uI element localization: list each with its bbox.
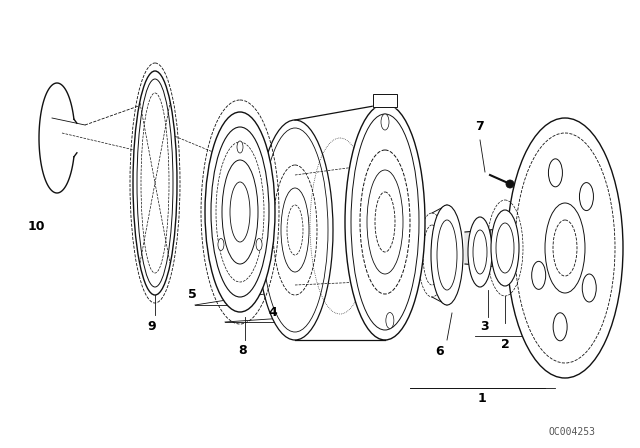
Ellipse shape: [237, 141, 243, 153]
Ellipse shape: [273, 165, 317, 295]
Ellipse shape: [375, 192, 395, 252]
Text: 7: 7: [475, 120, 484, 133]
Ellipse shape: [256, 238, 262, 250]
Text: 9: 9: [147, 320, 156, 333]
Text: 5: 5: [188, 288, 196, 301]
Ellipse shape: [468, 217, 492, 287]
Ellipse shape: [367, 170, 403, 274]
Ellipse shape: [553, 220, 577, 276]
Ellipse shape: [437, 220, 457, 290]
Ellipse shape: [345, 104, 425, 340]
Ellipse shape: [491, 210, 519, 286]
Ellipse shape: [386, 313, 394, 328]
Ellipse shape: [532, 261, 546, 289]
Ellipse shape: [496, 223, 514, 273]
Ellipse shape: [218, 238, 224, 250]
Ellipse shape: [262, 128, 328, 332]
Ellipse shape: [473, 230, 487, 274]
Ellipse shape: [579, 183, 593, 211]
Ellipse shape: [230, 182, 250, 242]
Text: 2: 2: [501, 338, 509, 351]
Text: 6: 6: [435, 345, 444, 358]
Ellipse shape: [545, 203, 585, 293]
Ellipse shape: [507, 118, 623, 378]
Text: 4: 4: [268, 306, 276, 319]
Ellipse shape: [257, 120, 333, 340]
Text: 1: 1: [478, 392, 487, 405]
Ellipse shape: [222, 160, 258, 264]
Text: 3: 3: [480, 320, 488, 333]
Ellipse shape: [351, 114, 419, 330]
Polygon shape: [295, 104, 385, 340]
Ellipse shape: [281, 188, 309, 272]
Ellipse shape: [553, 313, 567, 341]
Polygon shape: [465, 228, 512, 268]
Ellipse shape: [381, 114, 389, 130]
Ellipse shape: [582, 274, 596, 302]
Text: 10: 10: [28, 220, 45, 233]
Ellipse shape: [548, 159, 563, 187]
Ellipse shape: [501, 226, 517, 270]
Text: 8: 8: [238, 344, 246, 357]
Polygon shape: [373, 94, 397, 107]
Ellipse shape: [137, 79, 173, 287]
Ellipse shape: [133, 71, 177, 295]
Ellipse shape: [506, 180, 514, 188]
Bar: [373, 94, 397, 107]
Ellipse shape: [287, 205, 303, 255]
Ellipse shape: [211, 127, 269, 297]
Ellipse shape: [360, 150, 410, 294]
Ellipse shape: [205, 112, 275, 312]
Text: OC004253: OC004253: [548, 427, 595, 437]
Ellipse shape: [431, 205, 463, 305]
